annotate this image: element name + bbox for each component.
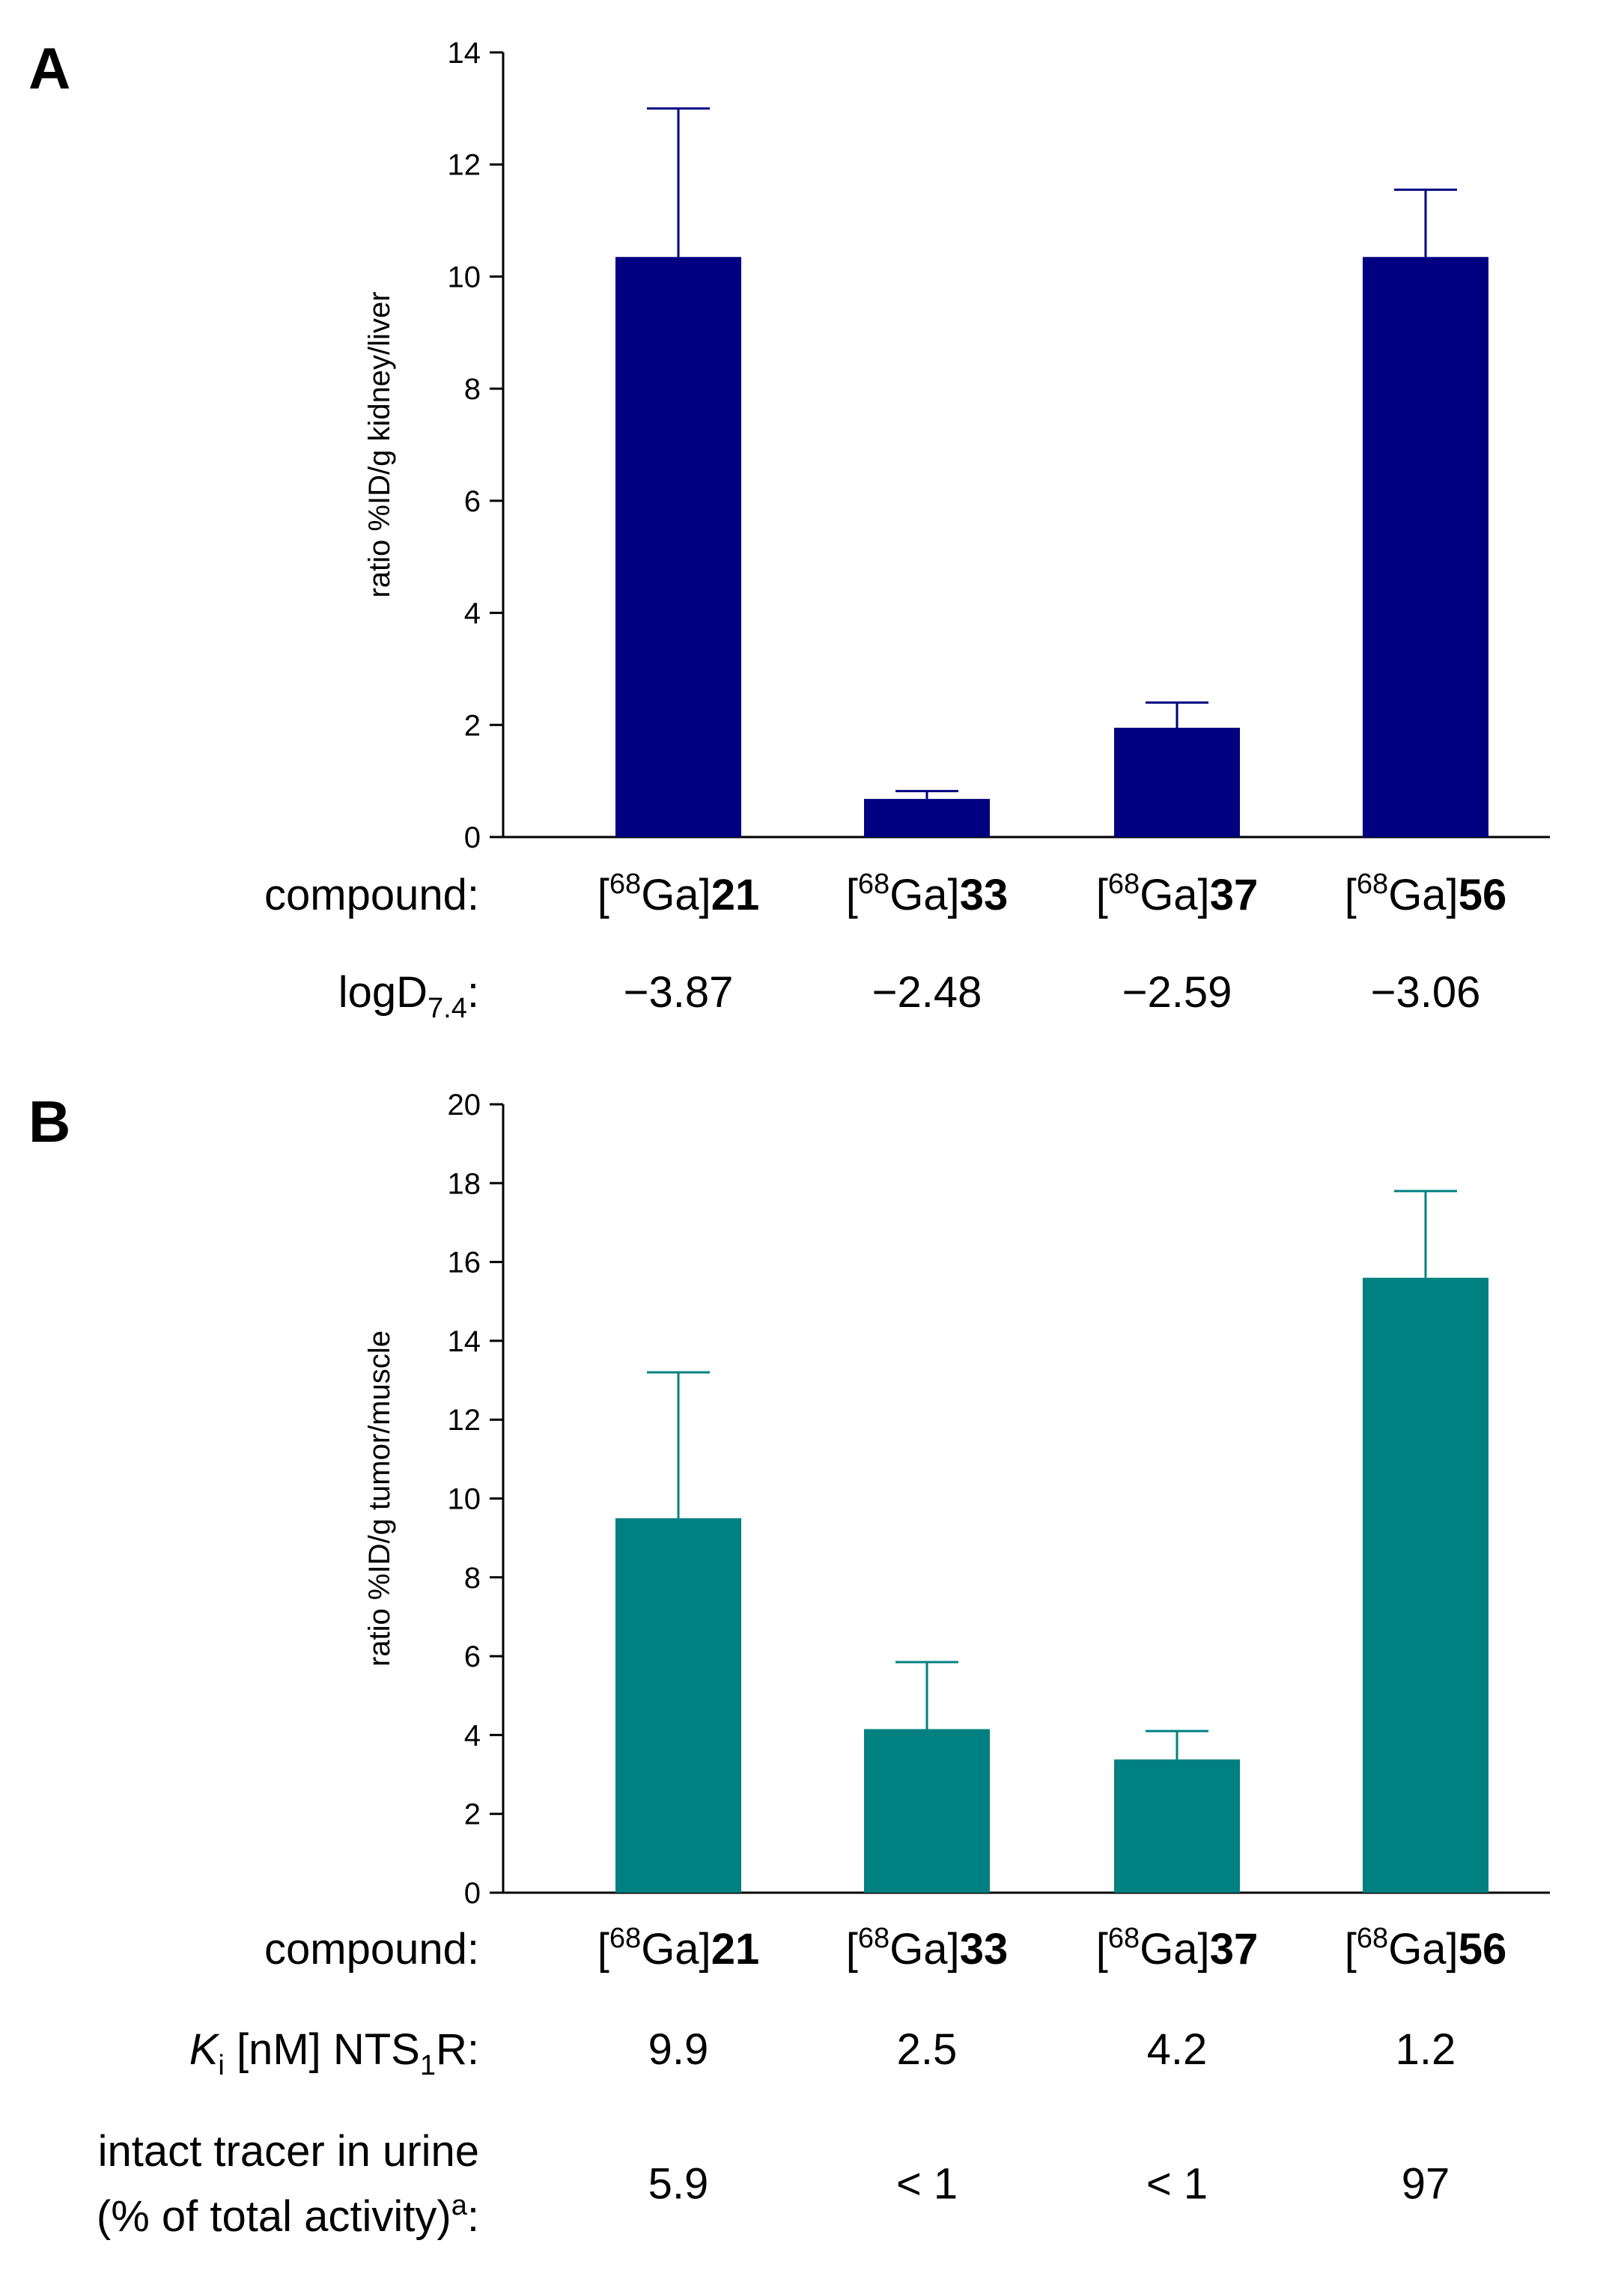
ki-value: 2.5 — [897, 2025, 958, 2074]
ki-row-label: Ki [nM] NTS1R: — [189, 2025, 479, 2081]
bar-33 — [864, 799, 990, 837]
logd-value: −3.06 — [1371, 968, 1481, 1017]
compound-label-21: [68Ga]21 — [597, 1923, 759, 1974]
y-tick-label: 12 — [448, 149, 481, 182]
urine-value: < 1 — [896, 2160, 958, 2209]
compound-row-label: compound: — [264, 1925, 479, 1974]
ki-value: 4.2 — [1147, 2025, 1208, 2074]
urine-value: 97 — [1402, 2160, 1450, 2209]
y-tick-label: 14 — [448, 37, 481, 70]
ki-value: 9.9 — [648, 2025, 709, 2074]
y-tick-label: 16 — [448, 1247, 481, 1280]
y-axis-label: ratio %ID/g tumor/muscle — [363, 1330, 396, 1667]
compound-label-21: [68Ga]21 — [597, 868, 759, 919]
y-tick-label: 8 — [464, 373, 481, 406]
bar-33 — [864, 1729, 990, 1893]
compound-label-33: [68Ga]33 — [846, 1923, 1008, 1974]
urine-row-label-line1: intact tracer in urine — [98, 2127, 479, 2176]
compound-label-33: [68Ga]33 — [846, 868, 1008, 919]
ki-value: 1.2 — [1396, 2025, 1456, 2074]
panel-letter: B — [28, 1089, 70, 1154]
y-tick-label: 0 — [464, 821, 481, 854]
bar-21 — [615, 257, 741, 837]
y-tick-label: 6 — [464, 485, 481, 518]
logd-value: −2.59 — [1122, 968, 1232, 1017]
compound-label-56: [68Ga]56 — [1345, 868, 1506, 919]
y-tick-label: 2 — [464, 1798, 481, 1831]
y-tick-label: 12 — [448, 1404, 481, 1437]
y-axis-label: ratio %ID/g kidney/liver — [363, 291, 396, 597]
bar-21 — [615, 1518, 741, 1893]
logd-row-label: logD7.4: — [338, 968, 479, 1024]
panel-letter: A — [28, 35, 70, 101]
bar-56 — [1363, 1277, 1488, 1893]
y-tick-label: 10 — [448, 261, 481, 293]
compound-label-37: [68Ga]37 — [1096, 868, 1258, 919]
bar-37 — [1114, 1759, 1240, 1893]
compound-label-56: [68Ga]56 — [1345, 1923, 1506, 1974]
y-tick-label: 2 — [464, 709, 481, 742]
y-tick-label: 18 — [448, 1167, 481, 1200]
y-tick-label: 4 — [464, 597, 481, 630]
bar-56 — [1363, 257, 1488, 837]
logd-value: −2.48 — [872, 968, 982, 1017]
y-tick-label: 0 — [464, 1877, 481, 1910]
urine-row-label-line2: (% of total activity)a: — [97, 2190, 479, 2241]
compound-row-label: compound: — [264, 871, 479, 919]
y-tick-label: 20 — [448, 1089, 481, 1122]
y-tick-label: 4 — [464, 1719, 481, 1752]
urine-value: 5.9 — [648, 2160, 709, 2209]
y-tick-label: 8 — [464, 1562, 481, 1595]
y-tick-label: 10 — [448, 1483, 481, 1516]
y-tick-label: 6 — [464, 1640, 481, 1673]
compound-label-37: [68Ga]37 — [1096, 1923, 1258, 1974]
urine-value: < 1 — [1146, 2160, 1208, 2209]
y-tick-label: 14 — [448, 1325, 481, 1358]
panel-A: A 0 2 4 6 8 10 12 14 ratio %ID/g kidney/liver comp… — [28, 35, 1550, 1024]
logd-value: −3.87 — [624, 968, 734, 1017]
panel-B: B 0 2 4 6 8 10 12 14 16 18 20 ratio %ID/g tumor/musc… — [28, 1089, 1550, 2241]
bar-37 — [1114, 728, 1240, 837]
